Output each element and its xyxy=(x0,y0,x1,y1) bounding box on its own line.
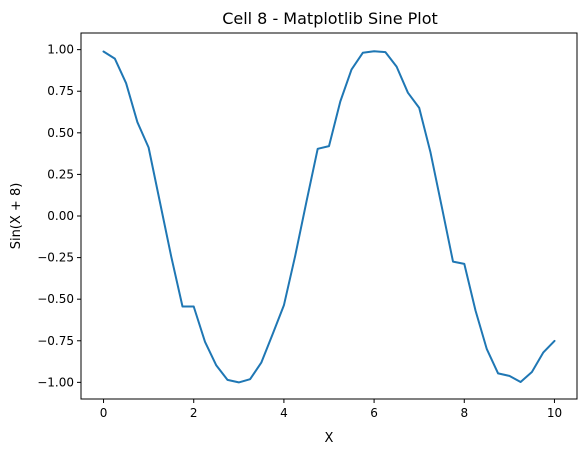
x-tick-label: 2 xyxy=(190,406,198,420)
sine-series-line xyxy=(102,50,556,384)
y-tick-label: 0.25 xyxy=(47,167,74,181)
y-axis-label: Sin(X + 8) xyxy=(9,183,24,250)
y-tick-label: 1.00 xyxy=(47,43,74,57)
y-tick-label: −1.00 xyxy=(37,375,74,389)
x-axis: 0 2 4 6 8 10 xyxy=(100,399,562,420)
y-tick-label: 0.50 xyxy=(47,126,74,140)
x-axis-label: X xyxy=(325,431,334,446)
y-tick-label: −0.25 xyxy=(37,251,74,265)
x-tick-label: 8 xyxy=(460,406,468,420)
y-tick-label: −0.50 xyxy=(37,292,74,306)
y-axis: 1.00 0.75 0.50 0.25 0.00 −0.25 −0.50 −0.75 −1.00 xyxy=(37,43,81,389)
x-tick-label: 0 xyxy=(100,406,108,420)
plot-area xyxy=(102,50,556,384)
y-tick-label: 0.00 xyxy=(47,209,74,223)
chart-title: Cell 8 - Matplotlib Sine Plot xyxy=(222,9,438,28)
y-tick-label: 0.75 xyxy=(47,84,74,98)
axes-frame xyxy=(80,32,578,400)
x-tick-label: 10 xyxy=(547,406,562,420)
y-tick-label: −0.75 xyxy=(37,334,74,348)
x-tick-label: 4 xyxy=(280,406,288,420)
x-tick-label: 6 xyxy=(370,406,378,420)
